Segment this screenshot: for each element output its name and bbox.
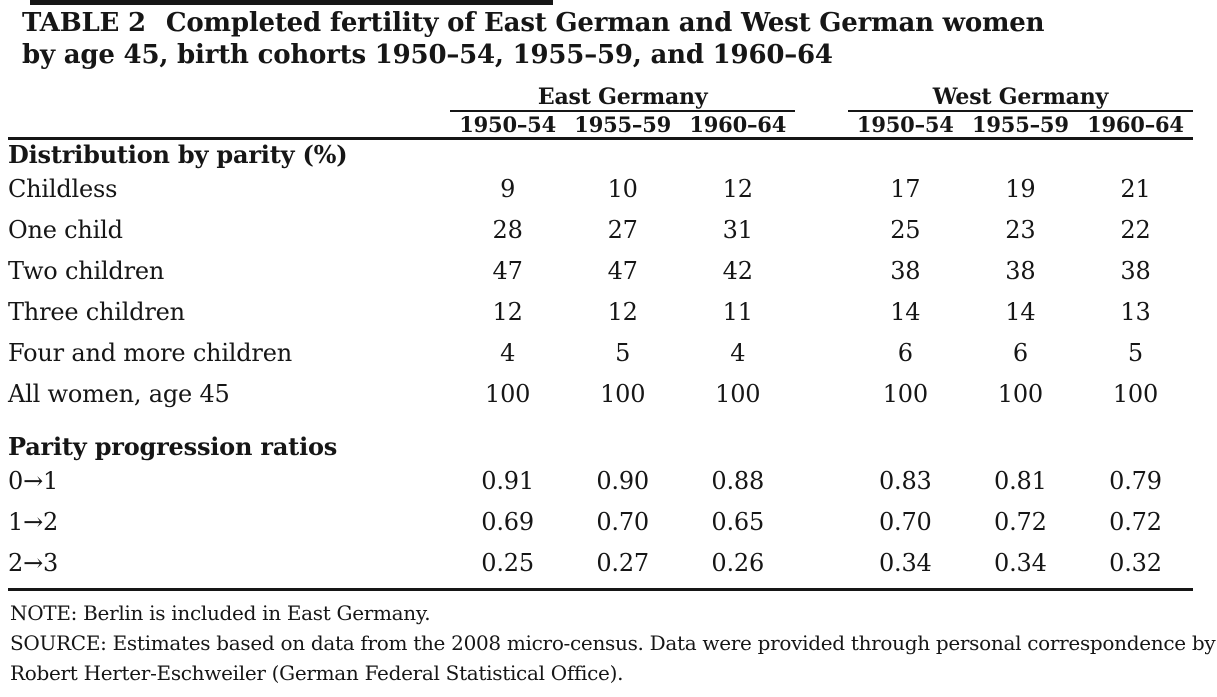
section-header-row: Parity progression ratios: [8, 415, 1193, 461]
cell-value: 0.91: [481, 467, 534, 495]
cell-value: 100: [1112, 380, 1159, 408]
cell-value: 42: [722, 257, 753, 285]
cell-value: 14: [890, 298, 921, 326]
fertility-table: East Germany West Germany 1950–54 1955–5…: [8, 84, 1193, 591]
row-label: Two children: [8, 257, 165, 285]
row-label: Childless: [8, 175, 118, 203]
cell-value: 23: [1005, 216, 1036, 244]
cell-value: 47: [492, 257, 523, 285]
row-label: 1→2: [8, 508, 59, 536]
table-row: Four and more children 4 5 4 6 6 5: [8, 333, 1193, 374]
cohort-header-row: 1950–54 1955–59 1960–64 1950–54 1955–59 …: [8, 111, 1193, 140]
source-text-line1: SOURCE: Estimates based on data from the…: [10, 631, 1216, 655]
cell-value: 5: [1127, 339, 1143, 367]
cell-value: 0.72: [1109, 508, 1162, 536]
section-header-parity-progression: Parity progression ratios: [8, 432, 338, 461]
group-header-row: East Germany West Germany: [8, 84, 1193, 112]
row-label: Four and more children: [8, 339, 292, 367]
cell-value: 4: [730, 339, 746, 367]
cell-value: 14: [1005, 298, 1036, 326]
cohort-header-east-1: 1950–54: [450, 111, 566, 140]
table-title-text: Completed fertility of East German and W…: [165, 8, 1045, 38]
cell-value: 12: [492, 298, 523, 326]
cell-value: 47: [607, 257, 638, 285]
cell-value: 6: [1012, 339, 1028, 367]
cell-value: 0.26: [680, 543, 796, 591]
cell-value: 19: [1005, 175, 1036, 203]
cohort-header-east-2: 1955–59: [565, 111, 681, 140]
table-row: All women, age 45 100 100 100 100 100 10…: [8, 374, 1193, 415]
cell-value: 0.83: [878, 467, 932, 495]
cell-value: 5: [615, 339, 631, 367]
table-title-line1: TABLE 2 Completed fertility of East Germa…: [22, 8, 1192, 40]
cell-value: 0.72: [994, 508, 1047, 536]
table-row: 1→2 0.69 0.70 0.65 0.70 0.72 0.72: [8, 502, 1193, 543]
cell-value: 6: [897, 339, 913, 367]
row-label: Three children: [8, 298, 185, 326]
table-number-tag: TABLE 2: [22, 8, 146, 38]
table-title-line2: by age 45, birth cohorts 1950–54, 1955–5…: [22, 39, 833, 70]
source-text-line2: Robert Herter-Eschweiler (German Federal…: [10, 661, 624, 685]
cell-value: 28: [492, 216, 523, 244]
row-label: 0→1: [8, 467, 59, 495]
cell-value: 0.65: [711, 508, 765, 536]
cell-value: 0.70: [596, 508, 649, 536]
table-row: Two children 47 47 42 38 38 38: [8, 251, 1193, 292]
row-label: All women, age 45: [8, 380, 230, 408]
cell-value: 9: [500, 175, 516, 203]
cohort-header-west-3: 1960–64: [1077, 111, 1193, 140]
top-rule: [30, 0, 553, 5]
cell-value: 0.70: [878, 508, 932, 536]
cell-value: 100: [485, 380, 531, 408]
cell-value: 100: [882, 380, 928, 408]
cell-value: 38: [1120, 257, 1151, 285]
cell-value: 100: [600, 380, 646, 408]
cell-value: 0.34: [962, 543, 1078, 591]
column-group-west: West Germany: [847, 84, 1193, 112]
cell-value: 13: [1120, 298, 1151, 326]
table-title: TABLE 2 Completed fertility of East Germa…: [22, 8, 1192, 71]
cell-value: 0.69: [481, 508, 534, 536]
cohort-header-west-1: 1950–54: [847, 111, 963, 140]
note-text: NOTE: Berlin is included in East Germany…: [10, 601, 431, 625]
cell-value: 0.79: [1109, 467, 1162, 495]
cell-value: 31: [722, 216, 753, 244]
cell-value: 38: [890, 257, 921, 285]
cell-value: 0.25: [450, 543, 566, 591]
table-row: 0→1 0.91 0.90 0.88 0.83 0.81 0.79: [8, 461, 1193, 502]
cohort-header-west-2: 1955–59: [962, 111, 1078, 140]
cell-value: 100: [715, 380, 761, 408]
cell-value: 0.88: [711, 467, 765, 495]
cell-value: 0.90: [596, 467, 649, 495]
cell-value: 100: [997, 380, 1043, 408]
cell-value: 11: [722, 298, 753, 326]
cohort-header-east-3: 1960–64: [680, 111, 796, 140]
cell-value: 25: [890, 216, 921, 244]
cell-value: 22: [1120, 216, 1151, 244]
table-row: 2→3 0.25 0.27 0.26 0.34 0.34 0.32: [8, 543, 1193, 591]
cell-value: 10: [607, 175, 638, 203]
table-row: Three children 12 12 11 14 14 13: [8, 292, 1193, 333]
row-label: 2→3: [8, 543, 451, 591]
cell-value: 0.81: [994, 467, 1047, 495]
cell-value: 4: [500, 339, 516, 367]
table-notes: NOTE: Berlin is included in East Germany…: [10, 598, 1216, 688]
cell-value: 12: [607, 298, 638, 326]
cell-value: 38: [1005, 257, 1036, 285]
cell-value: 27: [607, 216, 638, 244]
cell-value: 21: [1120, 175, 1151, 203]
section-header-distribution: Distribution by parity (%): [8, 140, 348, 169]
column-group-east: East Germany: [450, 84, 796, 112]
cell-value: 17: [890, 175, 921, 203]
cell-value: 0.32: [1077, 543, 1193, 591]
row-label: One child: [8, 216, 123, 244]
section-header-row: Distribution by parity (%): [8, 139, 1193, 169]
cell-value: 0.27: [565, 543, 681, 591]
cell-value: 12: [722, 175, 753, 203]
table-row: One child 28 27 31 25 23 22: [8, 210, 1193, 251]
table-row: Childless 9 10 12 17 19 21: [8, 169, 1193, 210]
cell-value: 0.34: [847, 543, 963, 591]
